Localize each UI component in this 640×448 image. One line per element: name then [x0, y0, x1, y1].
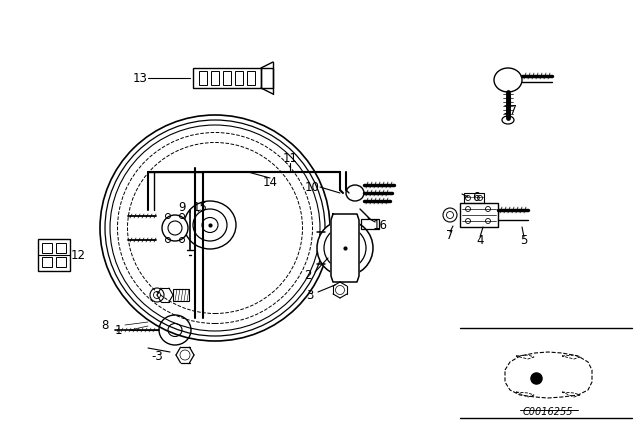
Polygon shape [331, 214, 359, 282]
Text: 13: 13 [132, 72, 147, 85]
Bar [261, 68, 273, 88]
Bar [235, 71, 243, 85]
Ellipse shape [317, 220, 373, 276]
Bar [56, 243, 66, 253]
Text: 4: 4 [476, 233, 484, 246]
Ellipse shape [502, 116, 514, 124]
Text: 1: 1 [115, 323, 122, 336]
Ellipse shape [443, 208, 457, 222]
Text: 2: 2 [304, 268, 312, 281]
Bar [211, 71, 219, 85]
Text: 14: 14 [262, 176, 278, 189]
Text: 7: 7 [446, 228, 454, 241]
Text: 8: 8 [101, 319, 109, 332]
Text: 16: 16 [372, 219, 387, 232]
Text: 10: 10 [305, 181, 319, 194]
Text: -3: -3 [151, 349, 163, 362]
Bar [56, 257, 66, 267]
Text: 17: 17 [502, 103, 518, 116]
Bar [223, 71, 231, 85]
Ellipse shape [494, 68, 522, 92]
Text: 11: 11 [282, 151, 298, 164]
Text: C0016255: C0016255 [523, 407, 573, 417]
Text: 3: 3 [307, 289, 314, 302]
Text: 9: 9 [179, 201, 186, 214]
Bar [361, 219, 379, 229]
Bar [42, 257, 52, 267]
Ellipse shape [346, 185, 364, 201]
Bar [193, 68, 261, 88]
Bar [460, 203, 498, 227]
Text: 6: 6 [472, 190, 480, 203]
Text: 12: 12 [70, 249, 86, 262]
Text: 5: 5 [520, 233, 528, 246]
Bar [199, 71, 207, 85]
Bar [173, 289, 189, 301]
Bar [38, 239, 70, 271]
Text: 15: 15 [193, 201, 207, 214]
Bar [247, 71, 255, 85]
Bar [42, 243, 52, 253]
Ellipse shape [162, 215, 188, 241]
Bar [464, 193, 484, 203]
